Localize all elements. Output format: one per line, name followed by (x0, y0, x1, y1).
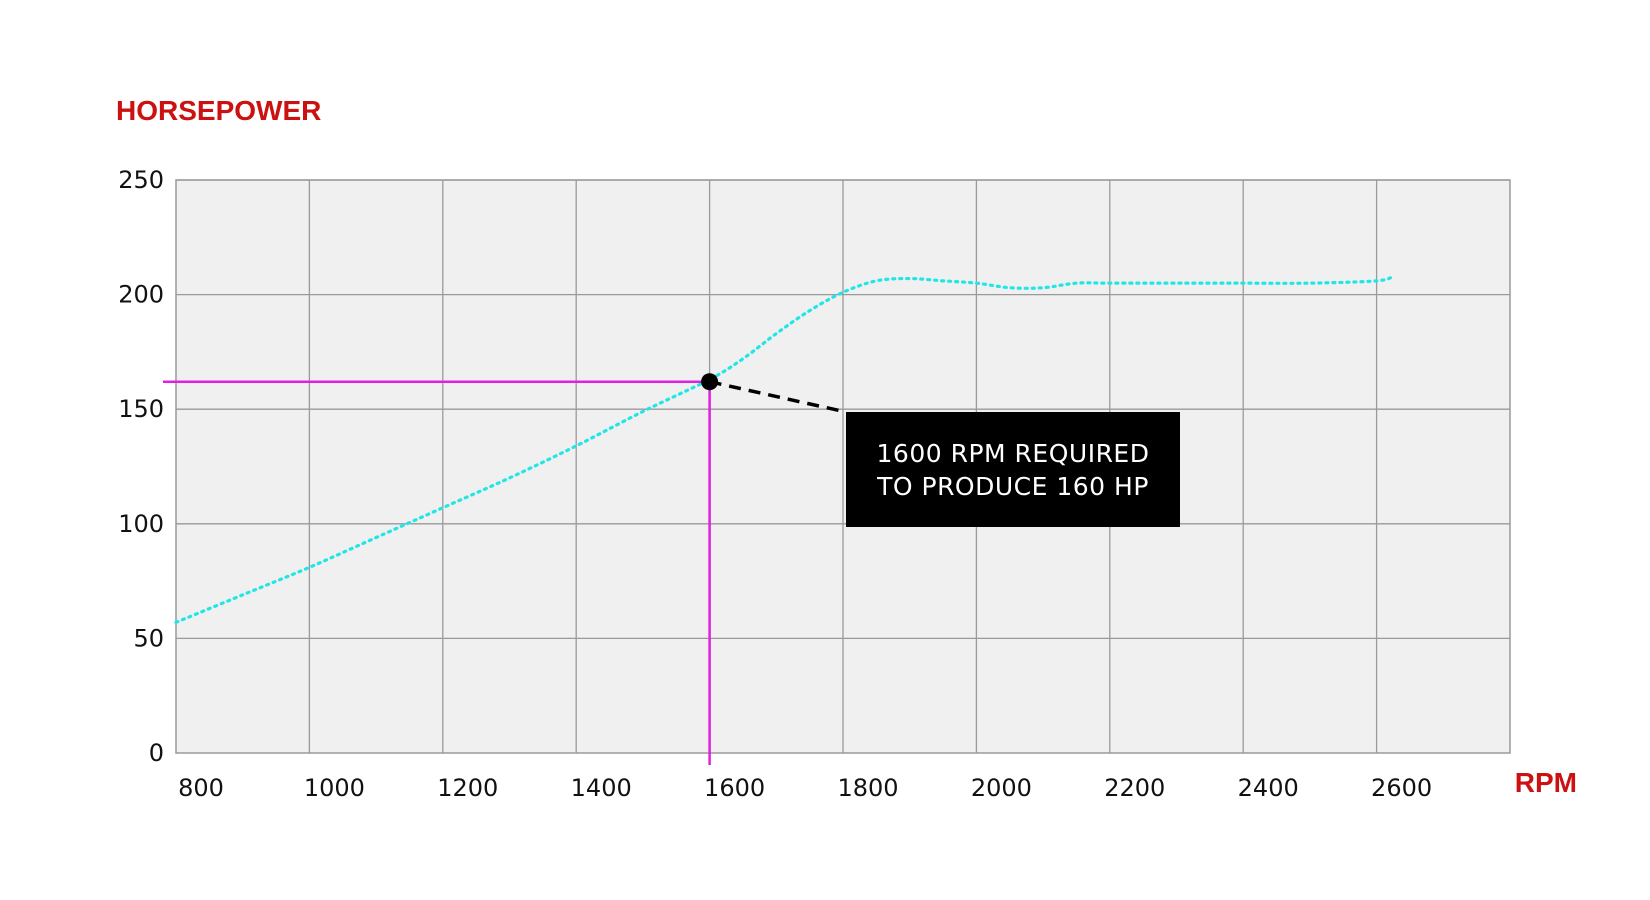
y-axis-title: HORSEPOWER (116, 95, 321, 126)
x-tick-label-2600: 2600 (1371, 774, 1432, 802)
y-tick-label-250: 250 (118, 166, 164, 194)
tick-labels: 0 50 100 150 200 250 800 1000 1200 1400 1600 1800 20… (118, 166, 1432, 802)
y-tick-label-150: 150 (118, 395, 164, 423)
callout-text-line-1: 1600 RPM REQUIRED (877, 439, 1150, 468)
x-tick-label-1200: 1200 (437, 774, 498, 802)
plot-border (175, 179, 1511, 754)
x-axis-title: RPM (1515, 767, 1577, 798)
y-tick-label-0: 0 (149, 739, 164, 767)
plot-area (175, 179, 1511, 754)
callout-leader-line (709, 379, 847, 414)
y-tick-label-200: 200 (118, 281, 164, 309)
annotation: 1600 RPM REQUIRED TO PRODUCE 160 HP (701, 373, 1180, 527)
x-tick-label-1600: 1600 (704, 774, 765, 802)
series-layer (174, 274, 1395, 624)
x-tick-label-2400: 2400 (1238, 774, 1299, 802)
callout-box (846, 412, 1180, 527)
guide-lines (163, 380, 711, 765)
x-tick-label-800: 800 (178, 774, 224, 802)
x-tick-label-1000: 1000 (304, 774, 365, 802)
x-tick-label-1800: 1800 (837, 774, 898, 802)
y-tick-label-50: 50 (133, 624, 164, 652)
x-tick-label-2200: 2200 (1104, 774, 1165, 802)
callout-text-line-2: TO PRODUCE 160 HP (876, 472, 1149, 501)
x-tick-label-2000: 2000 (971, 774, 1032, 802)
x-tick-label-1400: 1400 (571, 774, 632, 802)
annotation-point (701, 373, 719, 391)
series-line-0 (174, 274, 1395, 624)
y-tick-label-100: 100 (118, 510, 164, 538)
